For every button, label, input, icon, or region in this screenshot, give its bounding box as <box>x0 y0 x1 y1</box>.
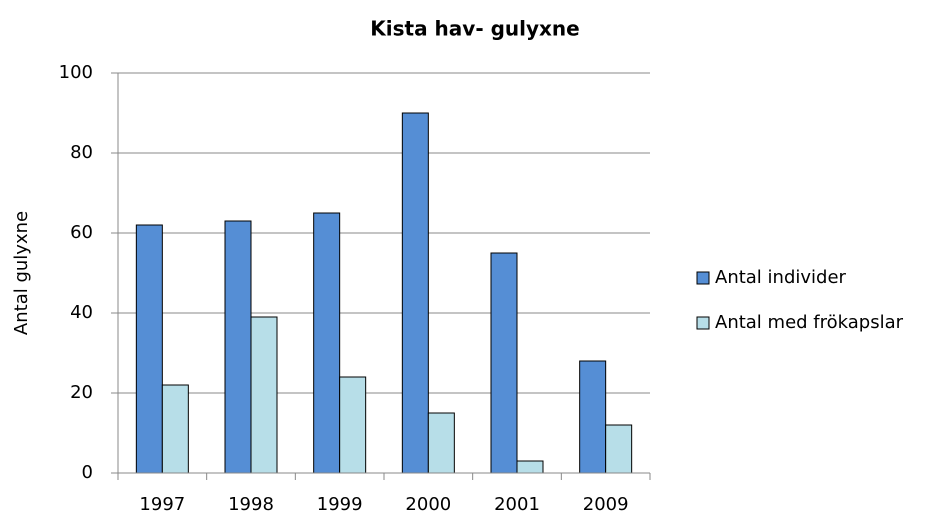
y-axis-label: Antal gulyxne <box>11 211 32 335</box>
legend-label: Antal individer <box>715 267 847 288</box>
y-tick-label: 20 <box>70 382 93 403</box>
bar <box>490 252 518 474</box>
bar <box>339 376 367 474</box>
y-tick-label: 80 <box>70 142 93 163</box>
y-tick-label: 60 <box>70 222 93 243</box>
legend-swatch <box>696 316 710 330</box>
bar <box>401 112 429 474</box>
y-tick-label: 40 <box>70 302 93 323</box>
bar <box>161 384 189 474</box>
x-tick-label: 2000 <box>405 494 451 515</box>
chart-title: Kista hav- gulyxne <box>370 17 579 41</box>
bar <box>579 360 607 474</box>
y-tick-label: 0 <box>82 462 93 483</box>
bar <box>250 316 278 474</box>
bar <box>313 212 341 474</box>
x-tick-label: 1998 <box>228 494 274 515</box>
bar <box>516 460 544 474</box>
x-tick-label: 2001 <box>494 494 540 515</box>
x-tick-label: 1997 <box>139 494 185 515</box>
bar <box>135 224 163 474</box>
bar <box>605 424 633 474</box>
x-tick-label: 2009 <box>583 494 629 515</box>
y-tick-label: 100 <box>59 62 93 83</box>
legend-swatch <box>696 271 710 285</box>
x-tick-label: 1999 <box>317 494 363 515</box>
bar <box>427 412 455 474</box>
bar <box>224 220 252 474</box>
legend-label: Antal med frökapslar <box>715 312 904 333</box>
